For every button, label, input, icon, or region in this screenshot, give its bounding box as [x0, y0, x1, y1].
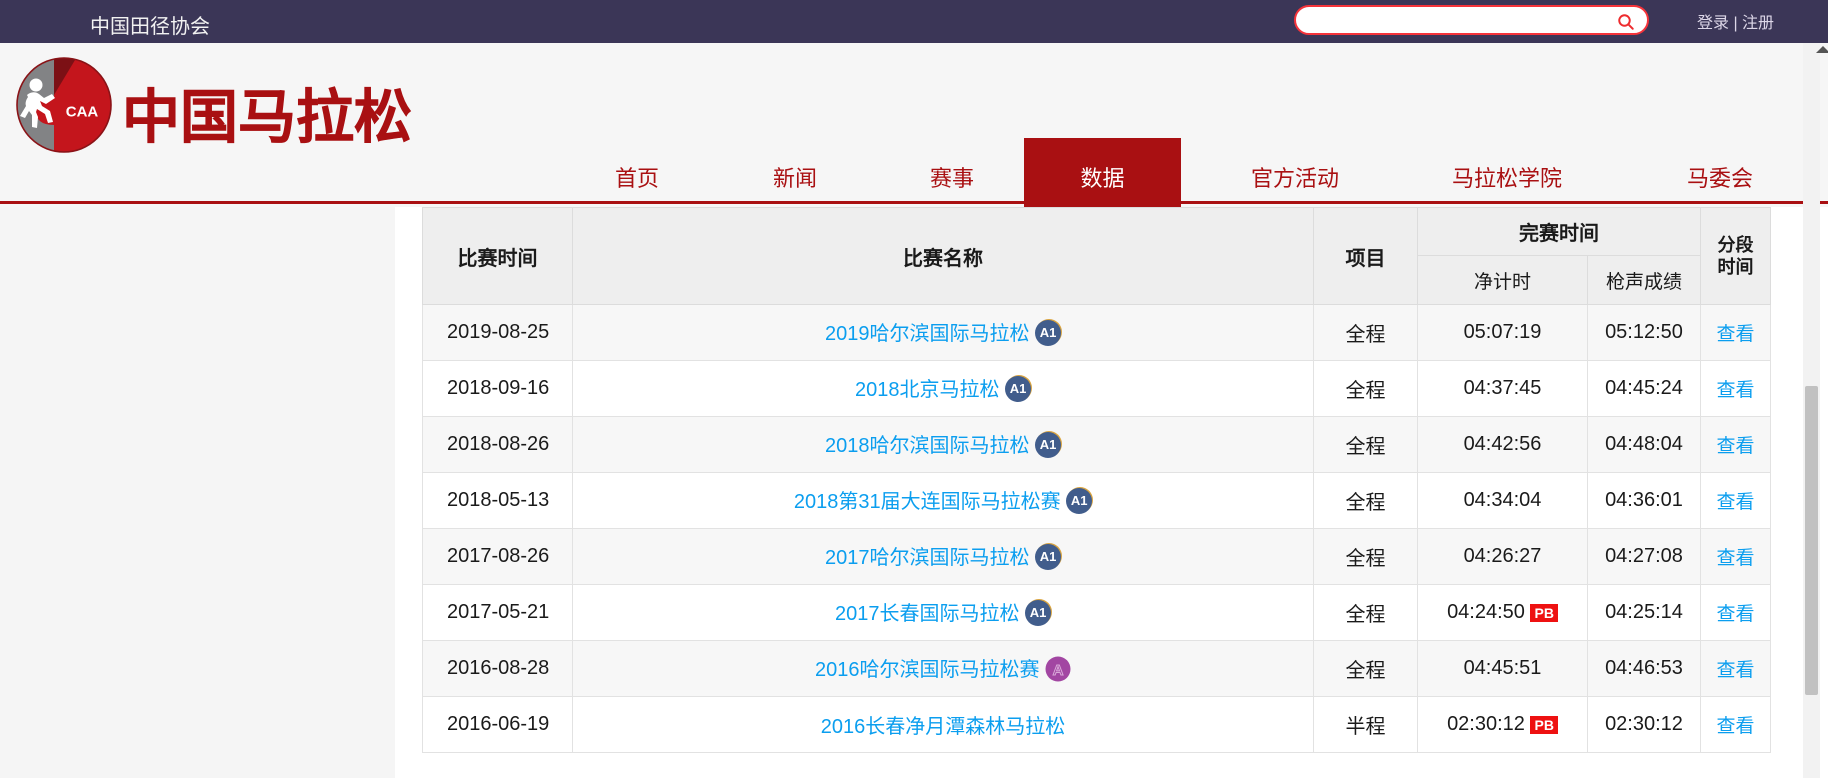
svg-text:A: A	[1053, 662, 1064, 679]
svg-text:CAA: CAA	[66, 104, 99, 121]
